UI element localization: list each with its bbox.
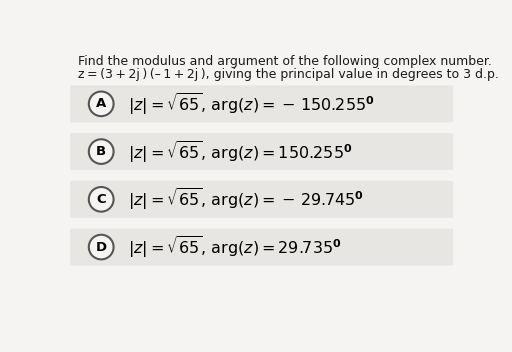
Text: B: B [96,145,106,158]
FancyBboxPatch shape [70,181,453,218]
Text: C: C [96,193,106,206]
Text: $|z|=\sqrt{65}$, arg$(z) = 29.735^{\mathbf{0}}$: $|z|=\sqrt{65}$, arg$(z) = 29.735^{\math… [127,234,342,260]
Text: z = (3 + 2j ) (– 1 + 2j ), giving the principal value in degrees to 3 d.p.: z = (3 + 2j ) (– 1 + 2j ), giving the pr… [78,68,499,81]
Text: $|z|=\sqrt{65}$, arg$(z) = -\,29.745^{\mathbf{0}}$: $|z|=\sqrt{65}$, arg$(z) = -\,29.745^{\m… [127,186,364,212]
Circle shape [89,92,114,116]
Text: $|z|=\sqrt{65}$, arg$(z) = 150.255^{\mathbf{0}}$: $|z|=\sqrt{65}$, arg$(z) = 150.255^{\mat… [127,139,352,164]
FancyBboxPatch shape [70,228,453,265]
Circle shape [89,139,114,164]
Text: D: D [96,240,107,253]
Text: A: A [96,98,106,110]
Circle shape [89,187,114,212]
Text: $|z|=\sqrt{65}$, arg$(z) = -\,150.255^{\mathbf{0}}$: $|z|=\sqrt{65}$, arg$(z) = -\,150.255^{\… [127,91,374,117]
Circle shape [89,235,114,259]
FancyBboxPatch shape [70,86,453,122]
FancyBboxPatch shape [70,133,453,170]
Text: Find the modulus and argument of the following complex number.: Find the modulus and argument of the fol… [78,55,492,68]
